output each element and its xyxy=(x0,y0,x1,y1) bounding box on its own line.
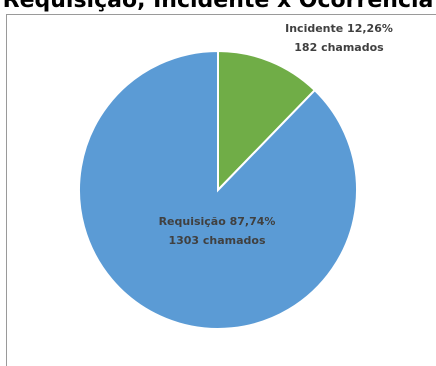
pie-slice-incidente xyxy=(217,49,317,193)
slice-count-label-incidente: 182 chamados xyxy=(294,41,384,54)
slice-label-requisi-o: Requisição 87,74% xyxy=(159,215,276,228)
slice-count-label-requisi-o: 1303 chamados xyxy=(168,234,266,247)
slice-label-incidente: Incidente 12,26% xyxy=(285,22,393,35)
pie-slice-requisi-o xyxy=(78,49,358,330)
chart-title: Requisição, Incidente x Ocorrência xyxy=(2,0,434,13)
